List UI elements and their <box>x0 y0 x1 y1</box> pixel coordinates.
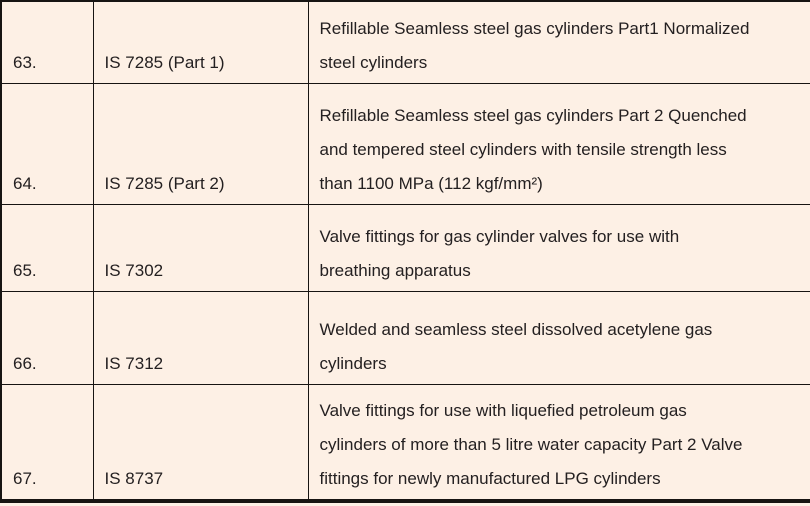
serial-cell: 63. <box>0 0 94 84</box>
standard-number-cell: IS 7285 (Part 2) <box>92 82 309 205</box>
description-cell: Refillable Seamless steel gas cylinders … <box>307 82 810 205</box>
table-row: 65. IS 7302 Valve fittings for gas cylin… <box>0 203 810 292</box>
description-cell: Valve fittings for gas cylinder valves f… <box>307 203 810 292</box>
standard-number-cell: IS 8737 <box>92 383 309 502</box>
table-row: 63. IS 7285 (Part 1) Refillable Seamless… <box>0 0 810 84</box>
standard-number-cell: IS 7312 <box>92 290 309 385</box>
description-cell: Valve fittings for use with liquefied pe… <box>307 383 810 502</box>
serial-cell: 65. <box>0 203 94 292</box>
standard-number-cell: IS 7302 <box>92 203 309 292</box>
serial-cell: 66. <box>0 290 94 385</box>
description-cell: Refillable Seamless steel gas cylinders … <box>307 0 810 84</box>
standard-number-cell: IS 7285 (Part 1) <box>92 0 309 84</box>
table-row: 67. IS 8737 Valve fittings for use with … <box>0 383 810 502</box>
serial-cell: 67. <box>0 383 94 502</box>
description-cell: Welded and seamless steel dissolved acet… <box>307 290 810 385</box>
serial-cell: 64. <box>0 82 94 205</box>
table-row: 66. IS 7312 Welded and seamless steel di… <box>0 290 810 385</box>
table-row: 64. IS 7285 (Part 2) Refillable Seamless… <box>0 82 810 205</box>
